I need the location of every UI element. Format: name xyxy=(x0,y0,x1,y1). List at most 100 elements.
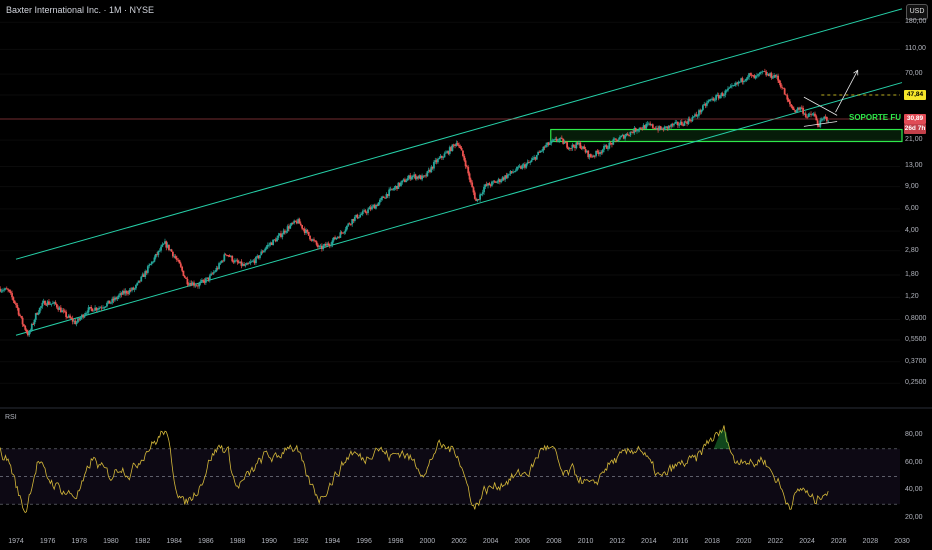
candle-body xyxy=(800,107,803,109)
candle-body xyxy=(343,231,346,233)
candle-body xyxy=(415,176,418,179)
candle-body xyxy=(775,75,778,77)
candle-body xyxy=(40,306,42,308)
candle-body xyxy=(128,289,131,294)
candle-body xyxy=(597,152,600,155)
candle-body xyxy=(454,144,456,146)
candle-body xyxy=(658,126,661,131)
candle-body xyxy=(226,254,228,256)
time-axis-label: 2024 xyxy=(799,538,815,545)
candle-body xyxy=(786,95,789,100)
candle-body xyxy=(521,165,524,169)
candle-body xyxy=(359,214,362,218)
candle-body xyxy=(498,179,501,183)
projection-arrow-head xyxy=(853,69,859,76)
candle-body xyxy=(489,185,492,186)
price-gridlines xyxy=(0,21,900,384)
candle-body xyxy=(476,199,479,202)
currency-button[interactable]: USD xyxy=(906,4,928,20)
time-axis-label: 1998 xyxy=(387,538,404,545)
candle-body xyxy=(288,226,290,229)
candle-body xyxy=(45,304,48,306)
candle-body xyxy=(625,133,628,136)
candle-body xyxy=(178,260,181,264)
candle-body xyxy=(17,308,20,315)
candle-body xyxy=(173,256,176,257)
candle-body xyxy=(607,148,609,150)
candle-body xyxy=(487,183,489,186)
candle-body xyxy=(69,315,71,318)
candle-body xyxy=(433,161,435,169)
candle-body xyxy=(682,124,685,126)
price-axis-label: 6,00 xyxy=(905,204,919,212)
candle-body xyxy=(524,164,526,168)
candle-body xyxy=(222,260,224,262)
rsi-axis-label: 80,00 xyxy=(905,431,923,438)
candle-body xyxy=(546,142,549,145)
candle-body xyxy=(201,279,203,282)
candle-body xyxy=(175,258,178,260)
candle-body xyxy=(110,302,112,304)
time-axis-label: 1984 xyxy=(166,538,182,545)
candle-body xyxy=(450,147,452,151)
candle-body xyxy=(82,314,85,318)
candle-body xyxy=(678,124,681,126)
candle-body xyxy=(495,181,497,183)
candle-body xyxy=(368,207,371,210)
candle-body xyxy=(132,287,135,290)
candle-body xyxy=(756,75,758,77)
candle-body xyxy=(15,303,17,305)
candle-body xyxy=(332,237,335,241)
candle-body xyxy=(466,166,468,168)
time-axis-label: 1976 xyxy=(39,538,56,545)
candle-body xyxy=(753,75,756,79)
rsi-overbought-fill xyxy=(713,429,730,449)
candle-body xyxy=(255,256,257,264)
candle-body xyxy=(654,128,657,130)
candle-body xyxy=(617,139,620,142)
candle-body xyxy=(595,150,598,156)
candle-body xyxy=(626,133,629,136)
candle-body xyxy=(8,289,11,292)
candle-body xyxy=(629,131,632,136)
candle-body xyxy=(620,135,623,138)
candle-body xyxy=(295,221,298,224)
candle-body xyxy=(447,151,450,154)
candle-body xyxy=(462,150,464,157)
candle-body xyxy=(608,142,611,149)
candle-body xyxy=(655,128,658,130)
candle-body xyxy=(20,316,23,318)
candle-body xyxy=(411,175,414,178)
candle-body xyxy=(174,256,177,259)
candle-body xyxy=(650,124,653,126)
candle-body xyxy=(748,73,750,78)
rsi-axis-label: 60,00 xyxy=(905,458,923,466)
candle-body xyxy=(29,329,32,332)
candle-body xyxy=(576,142,579,145)
candle-body xyxy=(633,127,636,133)
candle-body xyxy=(372,205,375,207)
candle-body xyxy=(518,166,521,168)
candle-body xyxy=(303,228,306,234)
candle-body xyxy=(790,104,793,107)
time-axis-label: 2012 xyxy=(609,538,625,545)
candle-body xyxy=(164,241,166,244)
candle-body xyxy=(305,229,307,234)
candle-body xyxy=(90,306,93,309)
candle-body xyxy=(36,313,38,315)
candle-body xyxy=(0,290,3,292)
candle-body xyxy=(584,149,587,153)
candle-body xyxy=(84,313,87,315)
candle-body xyxy=(206,277,209,279)
candle-body xyxy=(290,222,293,226)
candle-body xyxy=(418,175,421,179)
candle-body xyxy=(244,264,247,266)
candle-body xyxy=(572,144,575,147)
candle-body xyxy=(568,148,571,150)
candle-body xyxy=(762,71,765,73)
candle-body xyxy=(823,116,826,119)
candle-body xyxy=(347,223,350,226)
candle-body xyxy=(32,323,35,325)
candle-body xyxy=(104,306,107,308)
